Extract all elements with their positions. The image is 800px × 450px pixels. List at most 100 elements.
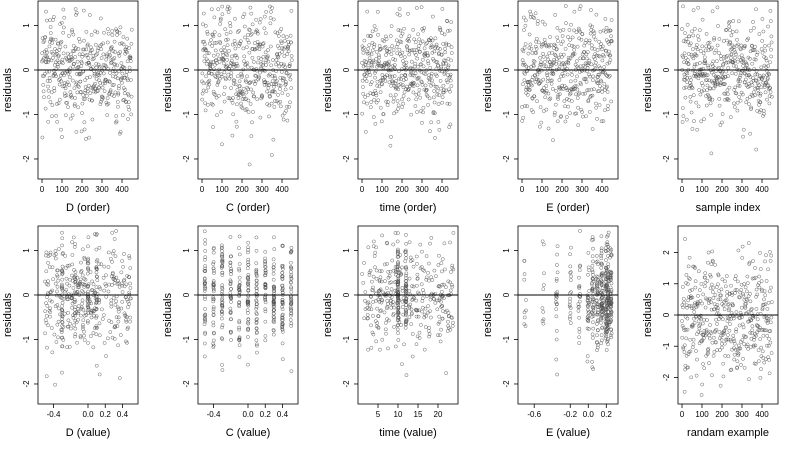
data-point [57, 60, 62, 65]
data-point [272, 317, 276, 322]
data-point [84, 47, 89, 52]
data-point [63, 113, 68, 118]
data-point [440, 269, 444, 274]
data-point [407, 48, 412, 53]
data-point [220, 289, 225, 294]
data-point [128, 59, 133, 63]
data-point [448, 89, 452, 94]
data-point [740, 56, 745, 61]
data-point [365, 306, 370, 310]
data-point [370, 64, 375, 69]
data-point [237, 28, 241, 33]
data-point [417, 88, 422, 92]
data-point [58, 40, 63, 45]
data-point [410, 48, 414, 53]
data-point [449, 51, 454, 55]
data-point [523, 103, 528, 108]
data-point [718, 297, 723, 302]
data-point [716, 65, 721, 70]
data-point [373, 88, 378, 93]
data-point [693, 69, 698, 73]
data-point [595, 310, 600, 315]
data-point [606, 103, 610, 108]
data-point [40, 135, 45, 140]
data-point [696, 37, 701, 42]
data-point [107, 318, 111, 323]
data-point [415, 334, 420, 339]
data-point [274, 58, 279, 62]
data-point [395, 327, 400, 332]
data-point [749, 336, 754, 341]
data-point [599, 256, 604, 261]
data-point [70, 28, 74, 32]
x-axis-label: D (value) [66, 427, 111, 439]
data-point [396, 310, 401, 315]
data-point [684, 36, 689, 41]
data-point [86, 83, 91, 88]
data-point [220, 316, 224, 321]
data-point [604, 258, 608, 262]
data-point [52, 88, 57, 93]
data-point [84, 29, 89, 34]
data-point [228, 291, 233, 295]
data-point [600, 288, 604, 293]
data-point [90, 48, 95, 52]
data-point [90, 288, 95, 292]
data-point [442, 72, 447, 76]
data-point [395, 239, 400, 244]
data-point [722, 307, 727, 311]
data-point [396, 338, 401, 342]
data-point [82, 97, 87, 102]
data-point [392, 74, 397, 78]
data-point [750, 94, 755, 98]
data-point [382, 39, 387, 44]
data-point [591, 297, 596, 301]
data-point [398, 28, 403, 33]
data-point [567, 28, 572, 32]
data-point [599, 79, 604, 84]
data-point [88, 75, 92, 79]
data-point [54, 74, 58, 79]
data-point [263, 262, 267, 266]
data-point [113, 75, 118, 79]
data-point [605, 242, 610, 247]
data-point [703, 305, 708, 310]
data-point [268, 94, 273, 98]
data-point [680, 319, 684, 323]
data-point [689, 304, 694, 308]
data-point [62, 15, 67, 20]
data-point [201, 81, 206, 85]
data-point [87, 61, 91, 65]
data-point [262, 14, 267, 19]
data-point [54, 340, 59, 344]
x-axis-label: randam example [687, 427, 769, 439]
data-point [361, 85, 365, 89]
data-point [414, 97, 419, 102]
data-point [590, 46, 594, 51]
data-point [702, 55, 707, 60]
points-7 [202, 229, 294, 374]
data-point [591, 246, 595, 251]
data-point [427, 334, 431, 339]
data-point [765, 318, 770, 323]
data-point [690, 29, 694, 34]
data-point [44, 253, 48, 258]
data-point [364, 49, 369, 54]
data-point [730, 71, 735, 76]
data-point [230, 42, 235, 47]
data-point [211, 307, 216, 311]
data-point [245, 297, 250, 302]
data-point [683, 31, 687, 35]
data-point [82, 333, 86, 338]
data-point [440, 7, 445, 11]
data-point [284, 108, 289, 113]
data-point [534, 51, 539, 55]
data-point [721, 361, 726, 366]
data-point [577, 36, 582, 41]
data-point [578, 263, 583, 268]
data-point [736, 248, 741, 253]
data-point [376, 63, 381, 68]
data-point [767, 94, 772, 98]
x-tick-label: 0 [680, 410, 685, 419]
